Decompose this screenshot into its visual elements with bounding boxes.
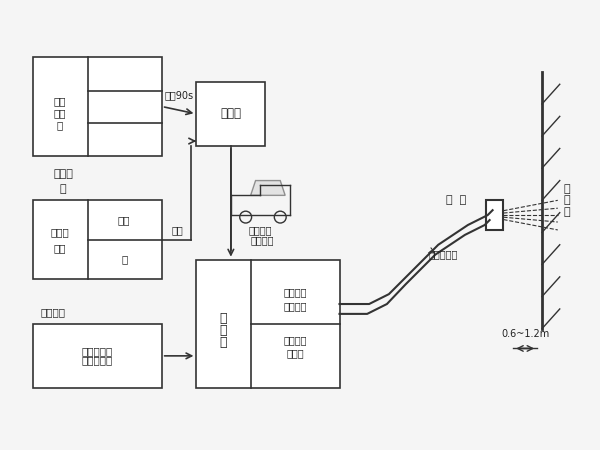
Text: 第二次: 第二次 <box>50 227 70 237</box>
Text: 速凝剂管路: 速凝剂管路 <box>428 250 458 260</box>
Text: 搅和: 搅和 <box>118 215 130 225</box>
Text: 水: 水 <box>121 255 127 265</box>
Text: 投料: 投料 <box>54 243 66 253</box>
Polygon shape <box>251 180 285 195</box>
Text: 料: 料 <box>57 120 63 130</box>
Bar <box>34 200 162 279</box>
Text: 机: 机 <box>219 336 227 349</box>
Text: 次投: 次投 <box>54 108 66 118</box>
Text: 喷: 喷 <box>219 324 227 337</box>
Text: 粗细骨: 粗细骨 <box>53 169 73 179</box>
Bar <box>34 57 162 156</box>
Text: 砼输送管: 砼输送管 <box>251 235 274 245</box>
Text: 0.6~1.2m: 0.6~1.2m <box>501 328 550 338</box>
Text: 外加剂、: 外加剂、 <box>41 307 65 317</box>
Text: 第一: 第一 <box>54 97 66 107</box>
Text: 转子凸轮: 转子凸轮 <box>283 287 307 297</box>
Text: 喷  嘴: 喷 嘴 <box>446 195 466 205</box>
Text: 搅拌90s: 搅拌90s <box>164 90 194 100</box>
Text: 水: 水 <box>59 184 66 194</box>
Bar <box>34 324 162 388</box>
Text: 搅拌机: 搅拌机 <box>220 108 241 121</box>
Bar <box>196 82 265 146</box>
Text: 喷料机构: 喷料机构 <box>283 301 307 311</box>
Text: 加系统: 加系统 <box>286 348 304 358</box>
Text: 受
喷
面: 受 喷 面 <box>563 184 570 217</box>
Text: 速凝剂掺: 速凝剂掺 <box>283 336 307 346</box>
Text: 进料量匹配: 进料量匹配 <box>82 356 113 365</box>
Bar <box>196 260 340 388</box>
Bar <box>485 200 503 230</box>
Text: 湿: 湿 <box>219 312 227 325</box>
Text: 砼运输车: 砼运输车 <box>249 225 272 235</box>
Text: 搅拌: 搅拌 <box>172 225 184 235</box>
Text: 管理风压与: 管理风压与 <box>82 346 113 356</box>
